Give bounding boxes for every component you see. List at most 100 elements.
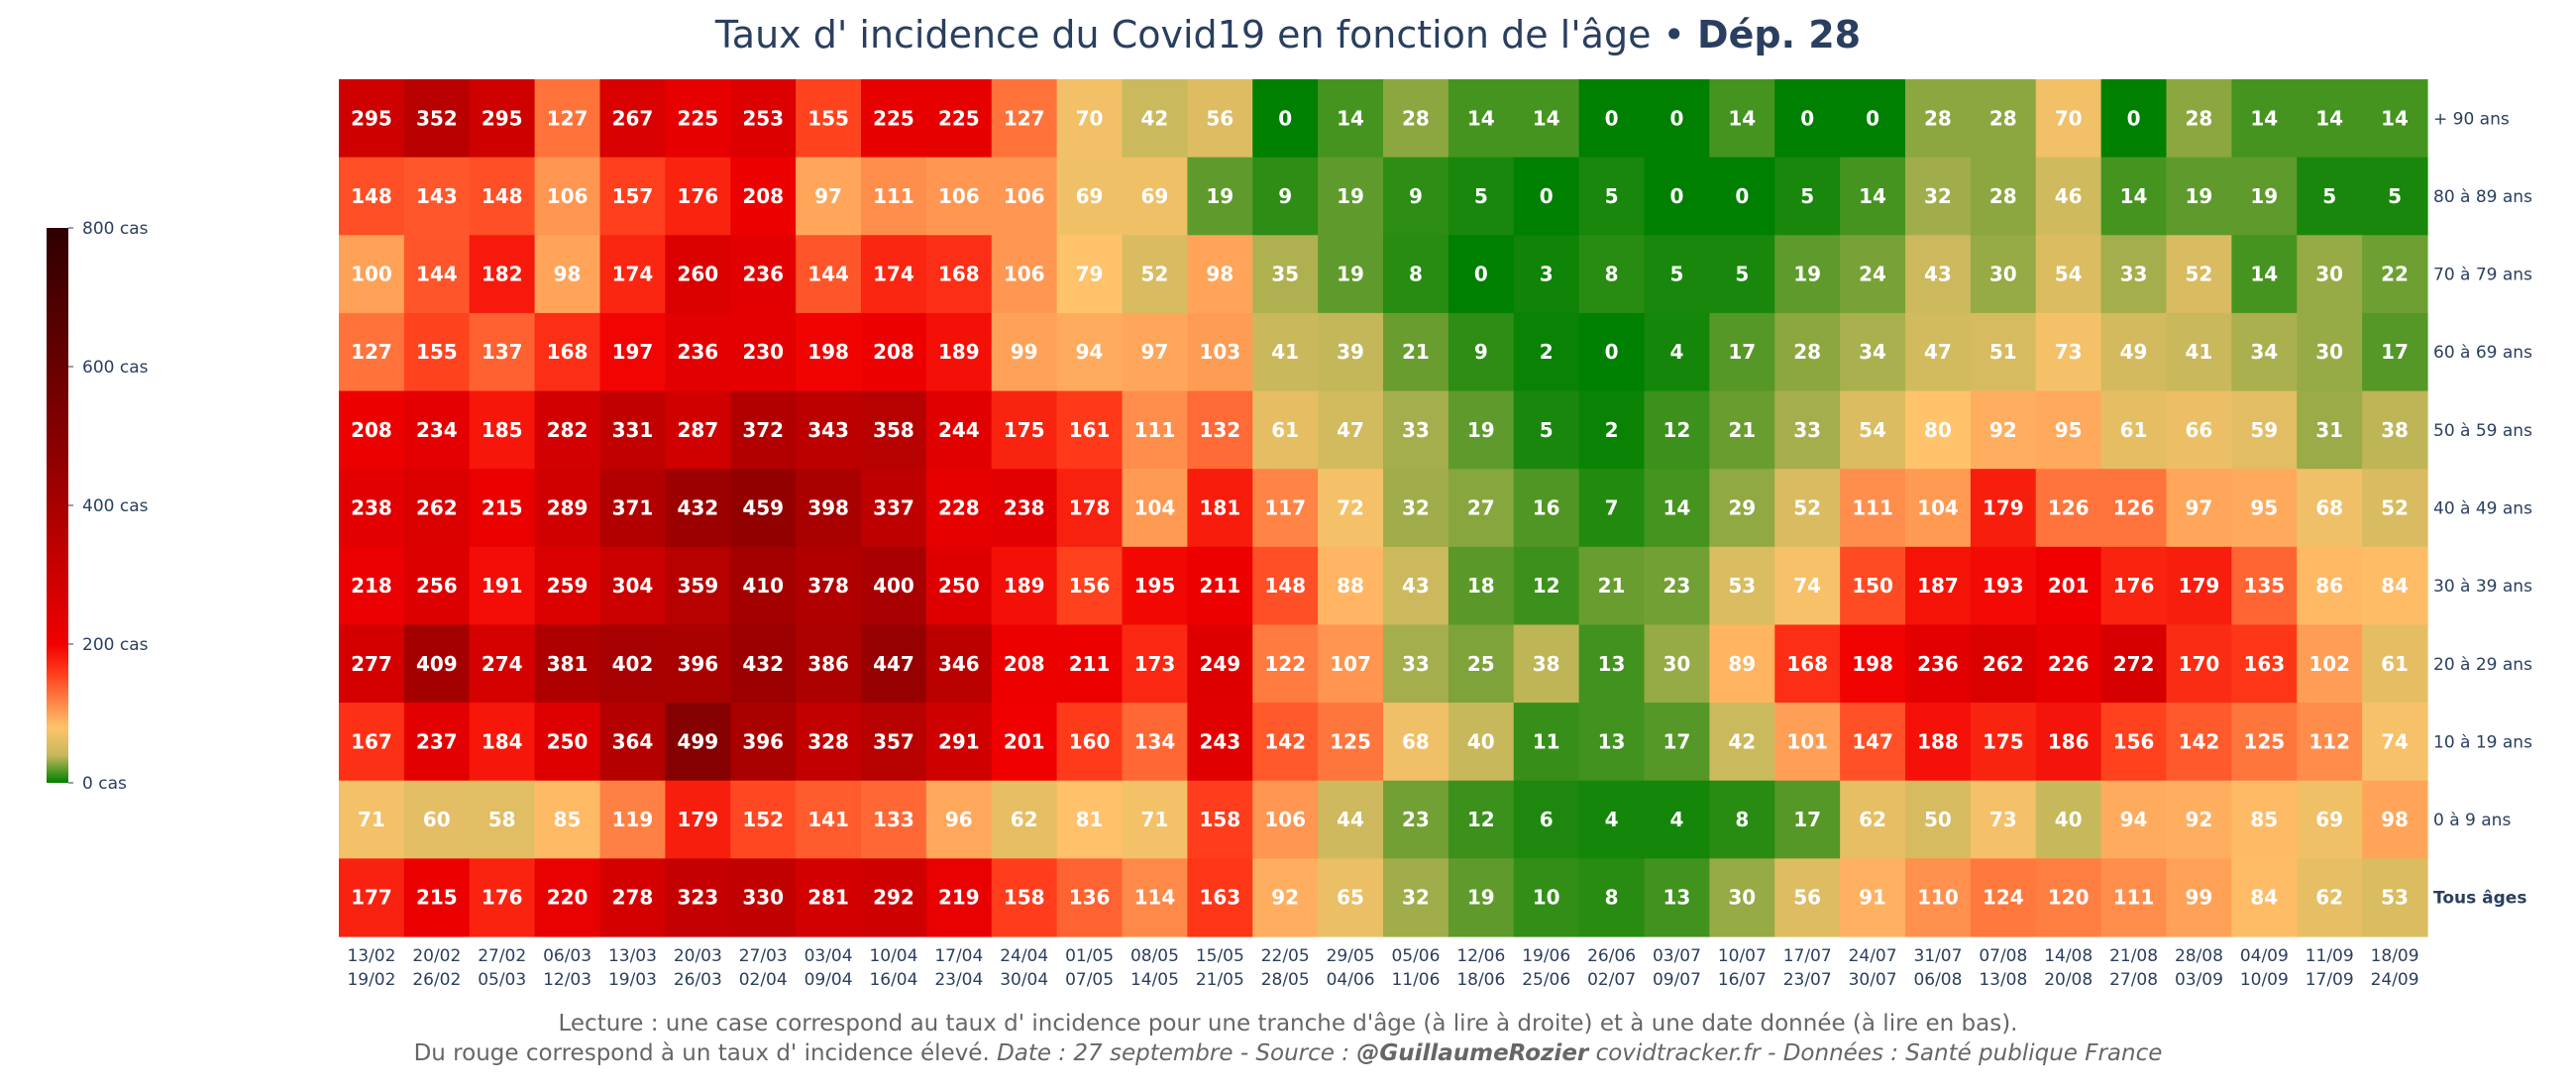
column-label-end: 05/03 (478, 970, 526, 990)
heatmap-cell (1187, 858, 1253, 937)
cell-value-label: 30 (2315, 340, 2343, 364)
heatmap-cell (2166, 858, 2232, 937)
cell-value-label: 30 (1989, 263, 2017, 286)
cell-value-label: 120 (2048, 886, 2090, 910)
cell-value-label: 167 (351, 729, 392, 753)
cell-value-label: 126 (2048, 496, 2090, 520)
cell-value-label: 30 (1728, 886, 1756, 910)
column-label-start: 03/07 (1653, 946, 1701, 966)
cell-value-label: 289 (547, 496, 589, 520)
cell-value-label: 14 (1467, 106, 1495, 130)
colorbar-tick-label: 200 cas (82, 635, 149, 655)
cell-value-label: 117 (1264, 496, 1306, 520)
cell-value-label: 73 (1989, 808, 2017, 831)
cell-value-label: 19 (1467, 886, 1495, 910)
heatmap-cell (403, 469, 471, 548)
cell-value-label: 25 (1467, 652, 1495, 676)
cell-value-label: 357 (873, 729, 914, 753)
colorbar-tick-label: 400 cas (82, 496, 149, 516)
cell-value-label: 150 (1852, 574, 1893, 598)
heatmap-cell (1905, 780, 1972, 859)
heatmap-cell (861, 780, 927, 859)
cell-value-label: 179 (1983, 496, 2024, 520)
heatmap-cell (2297, 157, 2363, 236)
heatmap-cell (1318, 390, 1384, 470)
cell-value-label: 0 (1278, 106, 1292, 130)
heatmap-cell (1122, 469, 1188, 548)
cell-value-label: 144 (416, 263, 458, 286)
cell-value-label: 152 (742, 808, 784, 831)
cell-value-label: 343 (807, 418, 849, 442)
cell-value-label: 0 (1669, 184, 1683, 208)
column-label-start: 13/03 (608, 946, 657, 966)
heatmap-cell (339, 780, 405, 859)
heatmap-cell (861, 79, 927, 159)
heatmap-cell (403, 624, 471, 704)
cell-value-label: 68 (2315, 496, 2343, 520)
cell-value-label: 14 (2315, 106, 2343, 130)
heatmap-cell (1774, 235, 1841, 314)
heatmap-cell (1122, 780, 1188, 859)
column-label-end: 12/03 (543, 970, 591, 990)
cell-value-label: 0 (1605, 340, 1619, 364)
heatmap-cell (1905, 79, 1972, 159)
heatmap-cell (1318, 858, 1384, 937)
cell-value-label: 19 (1793, 263, 1821, 286)
column-label-start: 24/07 (1849, 946, 1897, 966)
heatmap-cell (1905, 546, 1972, 626)
column-label-end: 10/09 (2240, 970, 2289, 990)
cell-value-label: 92 (1271, 886, 1299, 910)
cell-value-label: 142 (1264, 729, 1306, 753)
row-label: 10 à 19 ans (2433, 732, 2532, 752)
heatmap-cell (339, 624, 405, 704)
heatmap-cell (2100, 780, 2168, 859)
cell-value-label: 182 (482, 263, 523, 286)
heatmap-cell (339, 469, 405, 548)
heatmap-cell (1970, 469, 2037, 548)
heatmap-cell (1774, 157, 1841, 236)
cell-value-label: 119 (612, 808, 654, 831)
cell-value-label: 211 (1069, 652, 1111, 676)
heatmap-cell (1644, 858, 1710, 937)
cell-value-label: 51 (1989, 340, 2017, 364)
heatmap-cell (925, 469, 993, 548)
cell-value-label: 97 (814, 184, 842, 208)
cell-value-label: 8 (1409, 263, 1423, 286)
heatmap-cell (1448, 79, 1515, 159)
heatmap-cell (2297, 469, 2363, 548)
cell-value-label: 386 (807, 652, 849, 676)
cell-value-label: 337 (873, 496, 914, 520)
heatmap-cell (469, 157, 536, 236)
cell-value-label: 94 (2120, 808, 2148, 831)
cell-value-label: 237 (416, 729, 458, 753)
cell-value-label: 432 (742, 652, 784, 676)
heatmap-cell (2231, 390, 2298, 470)
heatmap-cell (1578, 624, 1646, 704)
cell-value-label: 331 (612, 418, 654, 442)
heatmap-cell (1578, 469, 1646, 548)
cell-value-label: 174 (873, 263, 914, 286)
heatmap-cell (2166, 624, 2232, 704)
cell-value-label: 35 (1271, 263, 1299, 286)
cell-value-label: 104 (1917, 496, 1959, 520)
heatmap-cell (925, 780, 993, 859)
cell-value-label: 98 (554, 263, 582, 286)
cell-value-label: 179 (2179, 574, 2220, 598)
footer-line-2: Du rouge correspond à un taux d' inciden… (414, 1040, 2163, 1066)
cell-value-label: 238 (351, 496, 392, 520)
heatmap-cell (1905, 157, 1972, 236)
heatmap-cell (2100, 624, 2168, 704)
cell-value-label: 65 (1337, 886, 1364, 910)
heatmap-cell (1905, 624, 1972, 704)
cell-value-label: 400 (873, 574, 914, 598)
heatmap-cell (665, 312, 731, 392)
heatmap-cell (1383, 858, 1449, 937)
cell-value-label: 53 (2381, 886, 2409, 910)
cell-value-label: 364 (612, 729, 654, 753)
heatmap-cell (1644, 157, 1710, 236)
column-label-start: 26/06 (1587, 946, 1636, 966)
cell-value-label: 2 (1605, 418, 1619, 442)
cell-value-label: 292 (873, 886, 914, 910)
heatmap-cell (599, 312, 666, 392)
heatmap-cell (665, 157, 731, 236)
